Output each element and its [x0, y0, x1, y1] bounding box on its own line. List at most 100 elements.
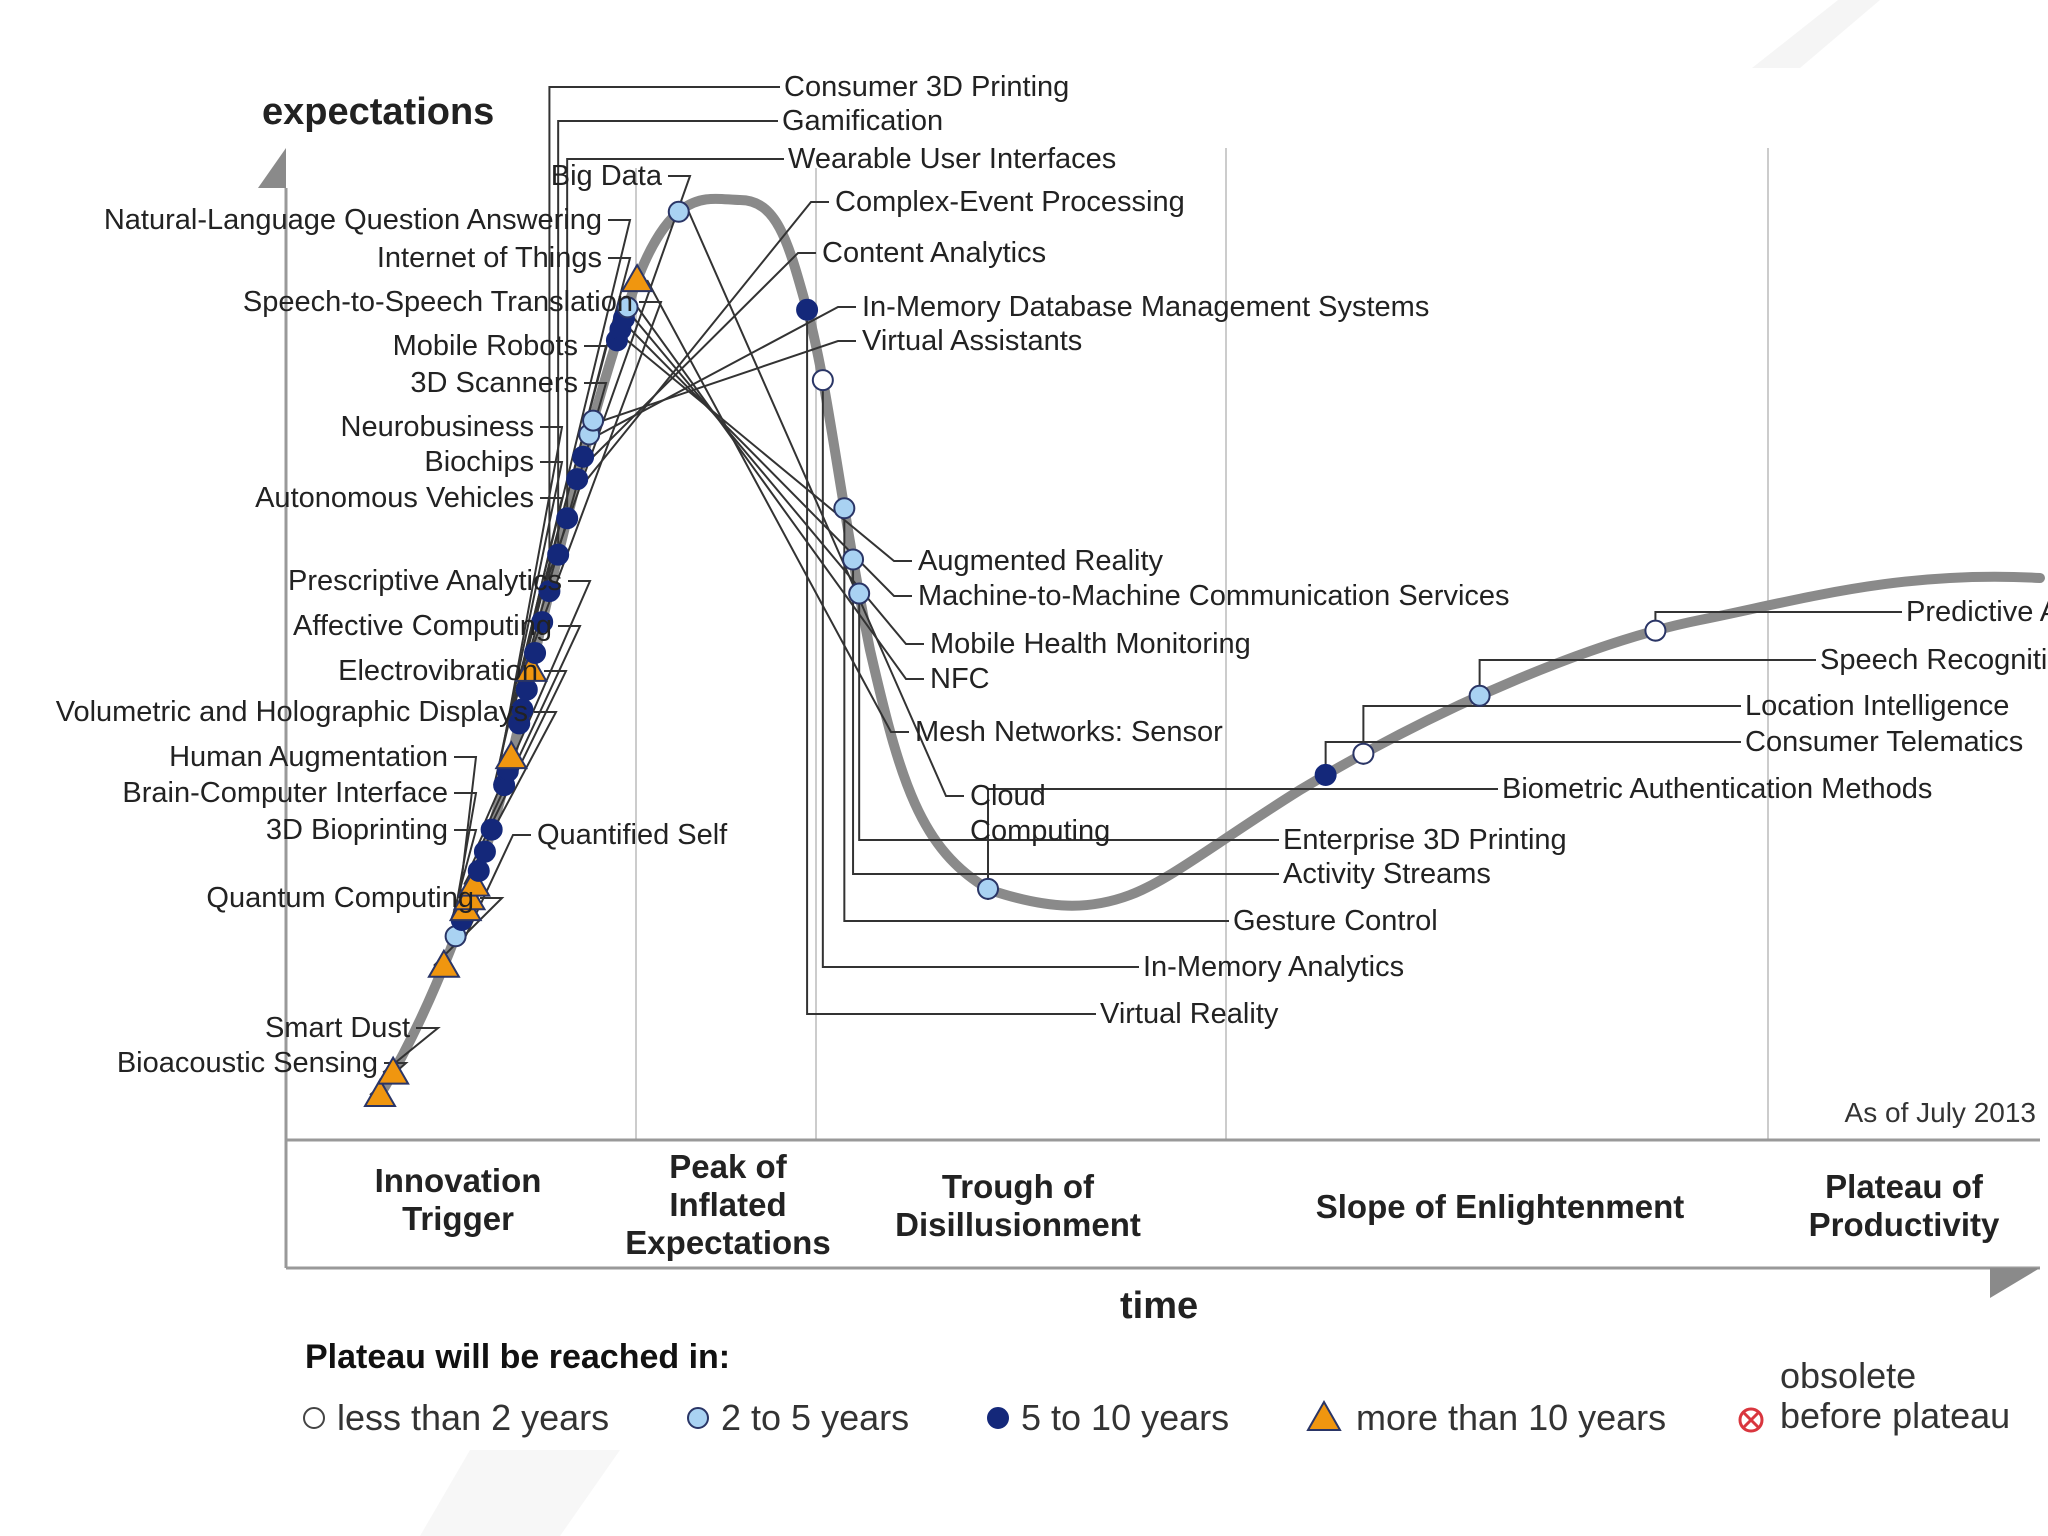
- legend: Plateau will be reached in: less than 2 …: [303, 1338, 2010, 1438]
- label-content-analytics: Content Analytics: [822, 237, 1046, 269]
- marker-nfc: [616, 296, 639, 319]
- label-mesh-networks-sensor: Mesh Networks: Sensor: [915, 716, 1223, 748]
- leader-location-intelligence: [1362, 705, 1741, 765]
- leader-gesture-control: [843, 519, 1229, 922]
- leader-smart-dust: [382, 1027, 441, 1074]
- marker-biometric-authentication-methods: [977, 877, 1000, 900]
- x-axis-title: time: [1120, 1285, 1198, 1327]
- label-virtual-assistants: Virtual Assistants: [862, 325, 1082, 357]
- y-axis-title: expectations: [262, 91, 494, 133]
- marker-volumetric-and-holographic-displays: [457, 867, 491, 897]
- legend-marker-5to10: [987, 1407, 1009, 1429]
- label-virtual-reality: Virtual Reality: [1100, 998, 1279, 1030]
- label-big-data: Big Data: [551, 160, 663, 192]
- label-consumer-3d-printing: Consumer 3D Printing: [784, 71, 1069, 103]
- leader-biochips: [496, 461, 564, 772]
- label-in-memory-analytics: In-Memory Analytics: [1143, 951, 1404, 983]
- phase-label-peak: Peak of Inflated Expectations: [625, 1148, 830, 1261]
- leader-activity-streams: [852, 570, 1279, 875]
- leader-biometric-authentication-methods: [987, 788, 1498, 900]
- phase-label-plateau: Plateau of Productivity: [1809, 1168, 2000, 1243]
- marker-quantum-computing: [427, 948, 461, 978]
- marker-predictive-analytics: [1644, 619, 1667, 642]
- marker-bioacoustic-sensing: [363, 1077, 397, 1107]
- label-3d-scanners: 3D Scanners: [410, 367, 578, 399]
- phase-label-innovation-trigger: Innovation Trigger: [375, 1162, 542, 1237]
- technology-markers: [363, 200, 1667, 1107]
- label-quantum-computing: Quantum Computing: [206, 882, 474, 914]
- label-brain-computer-interface: Brain-Computer Interface: [122, 777, 448, 809]
- leader-mesh-networks-sensor: [646, 279, 909, 733]
- leader-lines: [369, 86, 1902, 1096]
- legend-label-lt2: less than 2 years: [337, 1397, 609, 1438]
- marker-speech-recognition: [1468, 684, 1491, 707]
- as-of-note: As of July 2013: [1845, 1097, 2036, 1128]
- legend-label-5to10: 5 to 10 years: [1021, 1397, 1229, 1438]
- phase-labels: Innovation Trigger Peak of Inflated Expecta…: [375, 1148, 2000, 1261]
- leader-in-memory-database-management-systems: [598, 306, 856, 436]
- marker-smart-dust: [376, 1055, 410, 1085]
- legend-title: Plateau will be reached in:: [305, 1338, 730, 1376]
- label-gesture-control: Gesture Control: [1233, 905, 1438, 937]
- leader-nfc: [636, 306, 924, 680]
- label-speech-recognition: Speech Recognition: [1820, 644, 2048, 676]
- axes: [258, 148, 2040, 1298]
- label-gamification: Gamification: [782, 105, 943, 137]
- label-mobile-robots: Mobile Robots: [393, 330, 578, 362]
- leader-augmented-reality: [626, 339, 912, 562]
- label-volumetric-and-holographic-displays: Volumetric and Holographic Displays: [56, 696, 528, 728]
- label-location-intelligence: Location Intelligence: [1745, 690, 2009, 722]
- marker-wearable-user-interfaces: [556, 507, 579, 530]
- phase-label-trough: Trough of Disillusionment: [895, 1168, 1141, 1243]
- label-affective-computing: Affective Computing: [293, 610, 552, 642]
- marker-big-data: [531, 611, 554, 634]
- leader-virtual-reality: [806, 320, 1096, 1015]
- label-human-augmentation: Human Augmentation: [169, 741, 448, 773]
- watermark-stroke-bottom: [420, 1450, 620, 1536]
- marker-consumer-telematics: [1314, 763, 1337, 786]
- marker-affective-computing: [473, 840, 496, 863]
- leader-in-memory-analytics: [821, 391, 1139, 968]
- label-neurobusiness: Neurobusiness: [341, 411, 534, 443]
- leader-complex-event-processing: [586, 201, 829, 480]
- label-augmented-reality: Augmented Reality: [918, 545, 1164, 577]
- legend-label-2to5: 2 to 5 years: [721, 1397, 909, 1438]
- marker-neurobusiness: [494, 740, 529, 770]
- label-natural-language-question-answering: Natural-Language Question Answering: [104, 204, 602, 236]
- label-machine-to-machine-communication-services: Machine-to-Machine Communication Service…: [918, 580, 1510, 612]
- label-smart-dust: Smart Dust: [265, 1012, 410, 1044]
- marker-virtual-assistants: [582, 409, 605, 432]
- legend-marker-lt2: [303, 1407, 325, 1429]
- label-internet-of-things: Internet of Things: [377, 242, 602, 274]
- leader-neurobusiness: [500, 426, 564, 758]
- label-speech-to-speech-translation: Speech-to-Speech Translation: [243, 286, 633, 318]
- marker-complex-event-processing: [566, 468, 589, 491]
- leader-consumer-3d-printing: [548, 86, 780, 581]
- leader-wearable-user-interfaces: [566, 158, 784, 508]
- label-3d-bioprinting: 3D Bioprinting: [266, 814, 448, 846]
- legend-marker-obsolete: [1738, 1407, 1764, 1433]
- label-prescriptive-analytics: Prescriptive Analytics: [288, 565, 562, 597]
- marker-location-intelligence: [1352, 742, 1375, 765]
- label-electrovibration: Electrovibration: [338, 655, 538, 687]
- legend-label-gt10: more than 10 years: [1356, 1397, 1666, 1438]
- legend-label-obsolete: obsolete before plateau: [1780, 1355, 2010, 1436]
- marker-prescriptive-analytics: [480, 818, 503, 841]
- marker-content-analytics: [572, 445, 595, 468]
- label-consumer-telematics: Consumer Telematics: [1745, 726, 2023, 758]
- marker-activity-streams: [842, 548, 865, 571]
- label-biochips: Biochips: [424, 446, 534, 478]
- marker-electrovibration: [467, 859, 490, 882]
- leader-prescriptive-analytics: [480, 580, 592, 830]
- marker-cloud-computing: [667, 200, 690, 223]
- leader-predictive-analytics: [1654, 611, 1902, 642]
- marker-gesture-control: [833, 497, 856, 520]
- leader-gamification: [557, 120, 778, 544]
- label-predictive-analytics: Predictive Analytics: [1906, 596, 2048, 628]
- legend-marker-2to5: [687, 1407, 709, 1429]
- marker-enterprise-3d-printing: [848, 582, 871, 605]
- label-in-memory-database-management-systems: In-Memory Database Management Systems: [862, 291, 1429, 323]
- leader-cloud-computing: [687, 211, 964, 797]
- marker-virtual-reality: [796, 298, 819, 321]
